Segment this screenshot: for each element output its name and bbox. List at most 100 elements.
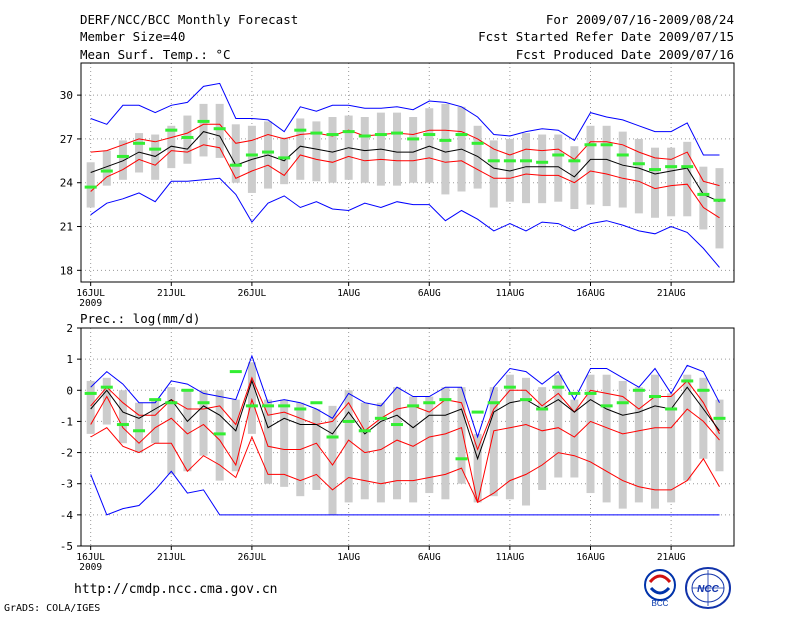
y-tick-label: -4 xyxy=(60,509,74,522)
x-tick-label: 1AUG xyxy=(337,552,360,563)
ensemble-box xyxy=(247,362,256,434)
forecast-period: For 2009/07/16-2009/08/24 xyxy=(545,12,734,27)
median-marker xyxy=(552,385,565,389)
ensemble-box xyxy=(376,402,385,503)
median-marker xyxy=(116,154,129,158)
median-marker xyxy=(342,130,355,134)
ensemble-box xyxy=(538,134,547,204)
series-line-max xyxy=(90,82,720,156)
series-line-min xyxy=(90,177,720,268)
median-marker xyxy=(632,388,645,392)
grads-credit: GrADS: COLA/IGES xyxy=(4,603,101,614)
ensemble-box xyxy=(86,380,95,434)
year-label: 2009 xyxy=(79,562,102,573)
median-marker xyxy=(374,133,387,137)
median-marker xyxy=(536,407,549,411)
median-marker xyxy=(229,370,242,374)
median-marker xyxy=(165,401,178,405)
y-tick-label: -5 xyxy=(60,540,73,553)
produced-date: Fcst Produced Date 2009/07/16 xyxy=(515,47,734,62)
median-marker xyxy=(616,401,629,405)
series-line-p10 xyxy=(90,395,720,503)
ensemble-box xyxy=(618,380,627,509)
median-marker xyxy=(407,137,420,141)
ensemble-box xyxy=(102,377,111,425)
x-tick-label: 16JUL xyxy=(76,552,105,563)
plot-frame xyxy=(80,327,735,547)
ensemble-box xyxy=(522,133,531,204)
chart-panel-0: 18 21 24 27 30 16JUL 21JUL 26JUL 1AUG 6AUG 11AUG 16… xyxy=(60,62,735,309)
ensemble-box xyxy=(118,140,127,180)
ensemble-box xyxy=(425,108,434,183)
median-marker xyxy=(407,404,420,408)
y-tick-label: -2 xyxy=(60,447,73,460)
median-marker xyxy=(245,404,258,408)
plot-frame xyxy=(80,62,735,283)
ensemble-box xyxy=(360,117,369,183)
ensemble-box xyxy=(473,433,482,503)
median-marker xyxy=(133,429,146,433)
median-marker xyxy=(584,391,597,395)
median-marker xyxy=(455,133,468,137)
y-tick-label: 21 xyxy=(60,221,73,234)
median-marker xyxy=(520,398,533,402)
ensemble-box xyxy=(699,166,708,230)
y-tick-label: 24 xyxy=(60,177,74,190)
member-size-label: Member Size=40 xyxy=(80,29,186,44)
variable-label: Mean Surf. Temp.: °C xyxy=(80,47,231,62)
ensemble-box xyxy=(457,387,466,484)
ensemble-box xyxy=(650,147,659,218)
median-marker xyxy=(149,147,162,151)
x-tick-label: 21AUG xyxy=(657,552,686,563)
ensemble-box xyxy=(328,117,337,183)
ensemble-box xyxy=(312,121,321,182)
ensemble-box xyxy=(118,390,127,444)
median-marker xyxy=(423,133,436,137)
ensemble-box xyxy=(280,399,289,487)
ensemble-box xyxy=(183,115,192,164)
ensemble-box xyxy=(393,112,402,186)
ensemble-box xyxy=(231,399,240,472)
x-tick-label: 21JUL xyxy=(157,288,186,299)
bcc-logo-icon: BCC xyxy=(644,569,676,608)
ensemble-box xyxy=(135,402,144,453)
ensemble-box xyxy=(183,390,192,472)
median-marker xyxy=(374,416,387,420)
x-tick-label: 11AUG xyxy=(496,552,525,563)
ensemble-box xyxy=(473,125,482,189)
ncc-logo-text: NCC xyxy=(697,584,719,595)
median-marker xyxy=(487,401,500,405)
ensemble-box xyxy=(425,396,434,494)
median-marker xyxy=(520,159,533,163)
median-marker xyxy=(439,398,452,402)
median-marker xyxy=(133,141,146,145)
median-marker xyxy=(149,398,162,402)
ensemble-box xyxy=(102,150,111,186)
year-label: 2009 xyxy=(79,298,102,309)
y-tick-label: -1 xyxy=(60,415,73,428)
x-tick-label: 6AUG xyxy=(418,288,441,299)
median-marker xyxy=(471,410,484,414)
ensemble-box xyxy=(715,399,724,472)
precip-title: Prec.: log(mm/d) xyxy=(80,311,201,326)
median-marker xyxy=(181,388,194,392)
median-marker xyxy=(552,153,565,157)
series-line-p90 xyxy=(90,123,720,187)
median-marker xyxy=(229,163,242,167)
median-marker xyxy=(278,404,291,408)
median-marker xyxy=(487,159,500,163)
median-marker xyxy=(584,143,597,147)
ensemble-box xyxy=(264,399,273,484)
x-tick-label: 16JUL xyxy=(76,288,105,299)
median-marker xyxy=(681,165,694,169)
ensemble-box xyxy=(570,399,579,478)
median-marker xyxy=(310,131,323,135)
median-marker xyxy=(713,198,726,202)
median-marker xyxy=(455,457,468,461)
median-marker xyxy=(536,160,549,164)
ensemble-box xyxy=(86,162,95,208)
x-tick-label: 26JUL xyxy=(238,552,267,563)
median-marker xyxy=(326,435,339,439)
y-tick-label: 0 xyxy=(66,384,73,397)
median-marker xyxy=(713,416,726,420)
